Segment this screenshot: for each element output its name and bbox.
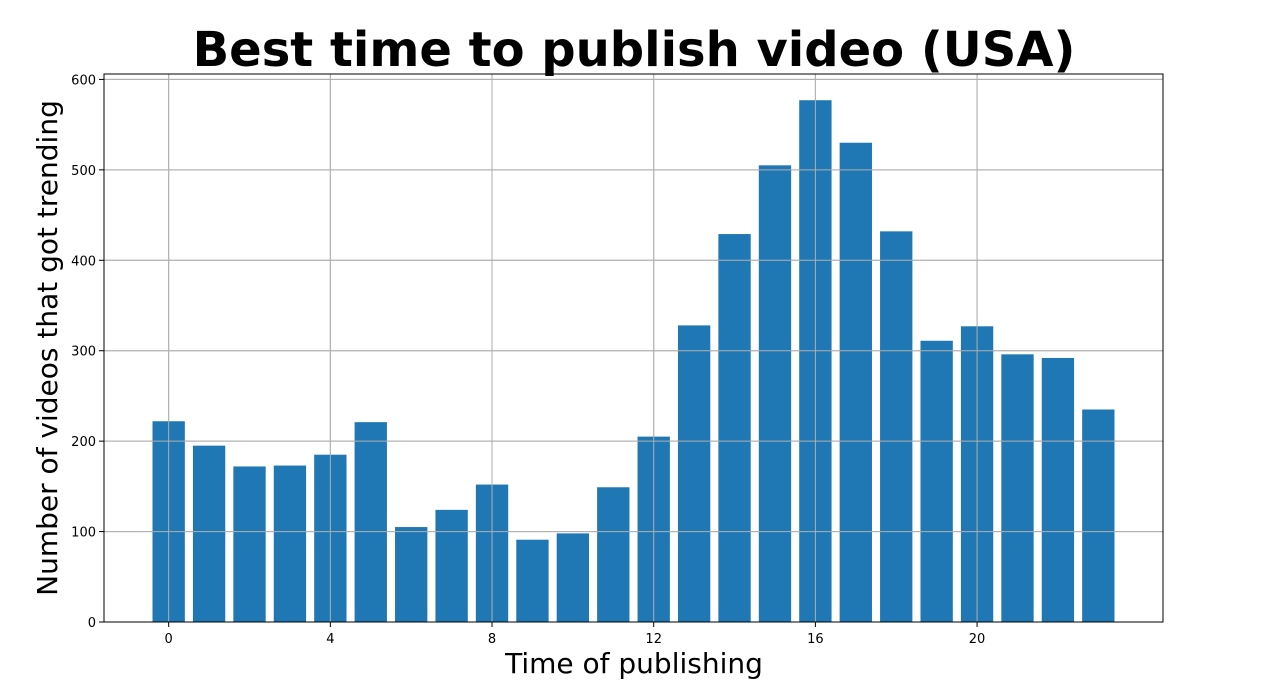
chart-title: Best time to publish video (USA) (193, 22, 1076, 78)
y-axis-label: Number of videos that got trending (31, 100, 64, 596)
bar-9 (516, 539, 549, 622)
y-tick-label: 600 (71, 73, 96, 88)
grid-lines-over (104, 74, 1163, 623)
bar-3 (273, 465, 307, 622)
bar-7 (435, 509, 468, 622)
x-tick-label: 16 (807, 632, 824, 647)
bar-17 (839, 142, 872, 622)
bar-15 (758, 165, 792, 623)
x-tick-label: 0 (165, 632, 173, 647)
bar-21 (1001, 354, 1034, 622)
x-axis-ticks: 0 4 8 12 16 20 (165, 622, 986, 647)
bar-19 (920, 340, 953, 622)
x-tick-label: 8 (488, 632, 496, 647)
y-tick-label: 400 (71, 254, 96, 269)
x-tick-label: 20 (969, 632, 986, 647)
plot-frame (103, 73, 1164, 623)
x-tick-label: 4 (326, 632, 334, 647)
y-tick-label: 100 (71, 526, 96, 541)
bar-2 (233, 466, 266, 622)
y-tick-label: 200 (71, 435, 96, 450)
bar-18 (880, 231, 913, 622)
bar-23 (1082, 409, 1115, 622)
bar-6 (395, 527, 428, 622)
bar-11 (597, 487, 630, 622)
y-tick-label: 500 (71, 164, 96, 179)
bar-1 (192, 445, 226, 622)
x-tick-label: 12 (645, 632, 662, 647)
y-axis-ticks: 0 100 200 300 400 500 600 (71, 73, 104, 631)
bar-10 (556, 533, 590, 622)
y-tick-label: 0 (88, 616, 96, 631)
bar-14 (718, 234, 751, 623)
y-tick-label: 300 (71, 345, 96, 360)
x-axis-label: Time of publishing (504, 647, 763, 680)
bar-5 (354, 422, 387, 622)
bars (152, 100, 1115, 623)
bar-22 (1041, 357, 1075, 622)
bar-13 (677, 325, 711, 622)
